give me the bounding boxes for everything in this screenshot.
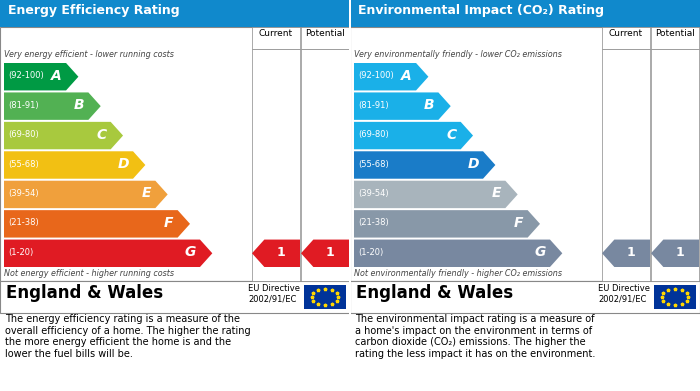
Bar [0,27,350,281]
Text: Current: Current [609,29,643,38]
Text: (1-20): (1-20) [8,248,34,257]
Text: (81-91): (81-91) [8,100,38,109]
Text: Not environmentally friendly - higher CO₂ emissions: Not environmentally friendly - higher CO… [354,269,562,278]
Text: E: E [492,187,501,201]
Text: Not energy efficient - higher running costs: Not energy efficient - higher running co… [4,269,174,278]
Bar [0,0,350,27]
Bar [350,281,700,313]
Polygon shape [354,63,428,90]
Polygon shape [354,151,496,179]
Text: (39-54): (39-54) [358,189,388,198]
Text: 1: 1 [676,246,684,259]
Polygon shape [4,92,101,120]
Polygon shape [4,122,123,149]
Text: A: A [401,69,412,83]
Bar [651,27,699,49]
Text: C: C [447,127,456,142]
Bar [651,49,699,281]
Text: F: F [514,216,524,230]
Text: (92-100): (92-100) [8,71,43,80]
Text: England & Wales: England & Wales [6,284,163,302]
Text: B: B [74,98,85,112]
Polygon shape [354,122,473,149]
Text: (21-38): (21-38) [8,218,38,227]
Text: 1: 1 [626,246,635,259]
Text: (21-38): (21-38) [358,218,388,227]
Polygon shape [602,240,650,267]
Polygon shape [651,240,699,267]
Text: Energy Efficiency Rating: Energy Efficiency Rating [8,4,180,17]
Text: Current: Current [259,29,293,38]
Polygon shape [354,210,540,238]
Text: (55-68): (55-68) [8,160,38,169]
Text: F: F [164,216,174,230]
Polygon shape [4,240,212,267]
Text: (81-91): (81-91) [358,100,388,109]
Text: B: B [424,98,435,112]
Polygon shape [4,151,146,179]
Bar [301,27,349,49]
Text: 1: 1 [276,246,285,259]
Bar [252,49,300,281]
Text: (69-80): (69-80) [8,130,38,139]
Text: C: C [97,127,106,142]
Text: 1: 1 [326,246,334,259]
Polygon shape [354,181,518,208]
Text: G: G [185,245,196,259]
Polygon shape [354,92,451,120]
Bar [602,49,650,281]
Text: D: D [468,157,479,171]
Bar [304,285,346,309]
Text: (69-80): (69-80) [358,130,388,139]
Text: (92-100): (92-100) [358,71,393,80]
Text: (39-54): (39-54) [8,189,38,198]
Text: G: G [535,245,546,259]
Text: The energy efficiency rating is a measure of the
overall efficiency of a home. T: The energy efficiency rating is a measur… [5,314,251,359]
Text: EU Directive
2002/91/EC: EU Directive 2002/91/EC [598,284,650,303]
Polygon shape [4,210,190,238]
Bar [301,49,349,281]
Bar [350,27,700,281]
Bar [350,0,700,27]
Polygon shape [4,63,78,90]
Text: The environmental impact rating is a measure of
a home's impact on the environme: The environmental impact rating is a mea… [355,314,596,359]
Text: (55-68): (55-68) [358,160,388,169]
Text: Potential: Potential [305,29,345,38]
Polygon shape [4,181,168,208]
Text: Very environmentally friendly - lower CO₂ emissions: Very environmentally friendly - lower CO… [354,50,562,59]
Bar [252,27,300,49]
Text: Very energy efficient - lower running costs: Very energy efficient - lower running co… [4,50,174,59]
Text: (1-20): (1-20) [358,248,384,257]
Text: Environmental Impact (CO₂) Rating: Environmental Impact (CO₂) Rating [358,4,604,17]
Text: Potential: Potential [655,29,695,38]
Text: England & Wales: England & Wales [356,284,513,302]
Polygon shape [252,240,300,267]
Text: EU Directive
2002/91/EC: EU Directive 2002/91/EC [248,284,300,303]
Bar [349,0,351,391]
Polygon shape [301,240,349,267]
Bar [602,27,650,49]
Text: A: A [51,69,62,83]
Text: D: D [118,157,129,171]
Text: E: E [142,187,151,201]
Bar [654,285,696,309]
Polygon shape [354,240,562,267]
Bar [0,281,350,313]
